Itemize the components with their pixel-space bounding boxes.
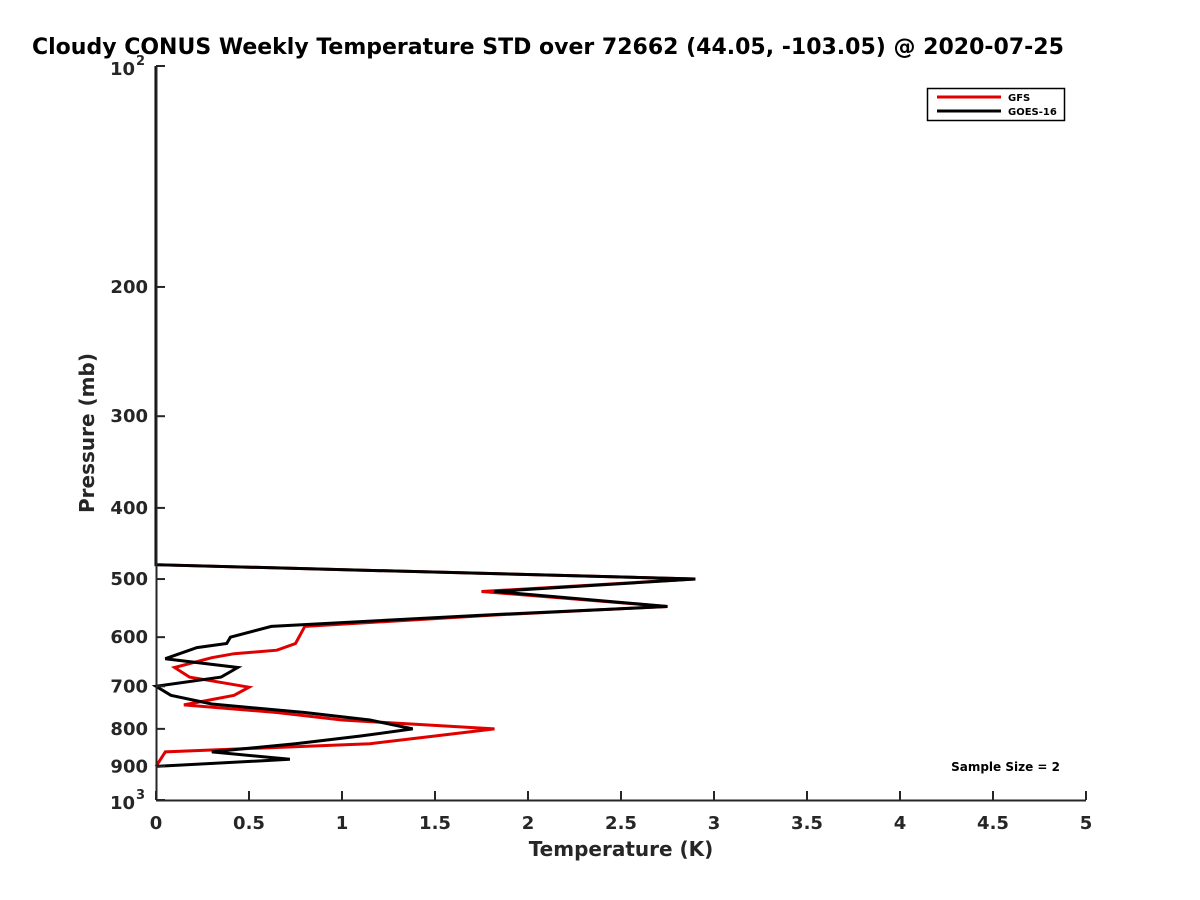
series-layer bbox=[151, 66, 696, 768]
legend: GFS GOES-16 bbox=[926, 87, 1066, 122]
y-tick-label: 500 bbox=[110, 569, 148, 590]
y-tick-label-base: 10 bbox=[110, 59, 135, 80]
x-tick-label: 2 bbox=[522, 813, 535, 834]
y-tick-label-exponent: 2 bbox=[136, 54, 145, 69]
legend-label: GOES-16 bbox=[1008, 107, 1057, 118]
x-ticks: 0 0.5 1 1.5 2 2.5 3 3.5 4 4.5 5 bbox=[150, 791, 1093, 834]
x-tick-label: 5 bbox=[1080, 813, 1093, 834]
axes bbox=[155, 66, 1086, 802]
series-line-gfs bbox=[154, 66, 696, 768]
y-tick-label: 700 bbox=[110, 676, 148, 697]
y-tick-label: 300 bbox=[110, 406, 148, 427]
x-tick-label: 0.5 bbox=[233, 813, 265, 834]
x-tick-label: 3.5 bbox=[791, 813, 823, 834]
y-axis-label: Pressure (mb) bbox=[75, 353, 99, 513]
x-tick-label: 0 bbox=[150, 813, 163, 834]
y-tick-label-exponent: 3 bbox=[136, 788, 145, 803]
sample-size-annotation: Sample Size = 2 bbox=[951, 760, 1060, 774]
x-tick-label: 1 bbox=[336, 813, 349, 834]
series-line-goes-16 bbox=[151, 66, 696, 768]
x-tick-label: 3 bbox=[708, 813, 721, 834]
x-tick-label: 2.5 bbox=[605, 813, 637, 834]
legend-label: GFS bbox=[1008, 93, 1030, 104]
y-tick-label: 600 bbox=[110, 627, 148, 648]
legend-box bbox=[926, 87, 1066, 122]
y-tick-label: 200 bbox=[110, 277, 148, 298]
x-tick-label: 4.5 bbox=[977, 813, 1009, 834]
x-tick-label: 4 bbox=[894, 813, 907, 834]
y-tick-label: 400 bbox=[110, 498, 148, 519]
y-tick-label: 800 bbox=[110, 719, 148, 740]
x-axis-label: Temperature (K) bbox=[529, 837, 714, 861]
y-tick-label-base: 10 bbox=[110, 793, 135, 814]
x-tick-label: 1.5 bbox=[419, 813, 451, 834]
y-tick-label: 900 bbox=[110, 756, 148, 777]
chart-title: Cloudy CONUS Weekly Temperature STD over… bbox=[32, 35, 1064, 60]
